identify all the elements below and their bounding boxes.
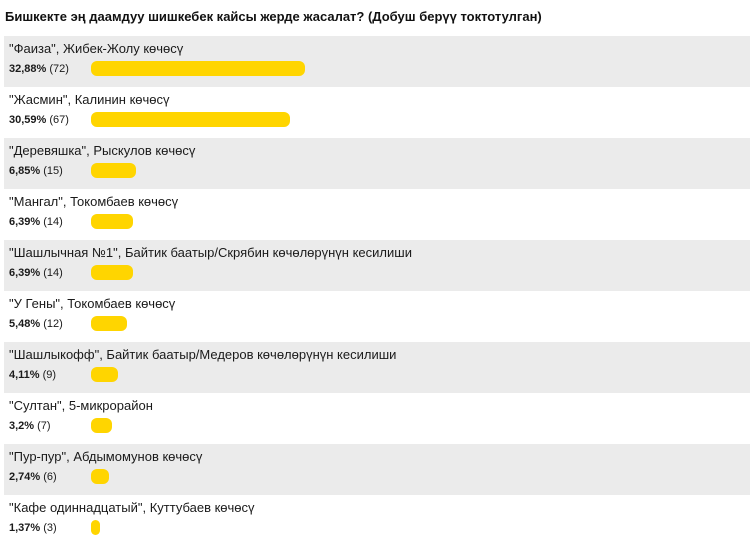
poll-row: "Деревяшка", Рыскулов көчөсү 6,85% (15) xyxy=(4,138,750,189)
option-vote-count: (3) xyxy=(43,522,57,534)
option-label: "Шашлычная №1", Байтик баатыр/Скрябин кө… xyxy=(9,245,412,260)
option-vote-count: (14) xyxy=(43,216,63,228)
option-percent: 2,74% xyxy=(9,471,41,483)
option-bar xyxy=(91,163,136,178)
option-label: "Мангал", Токомбаев көчөсү xyxy=(9,194,179,209)
poll-row: "Фаиза", Жибек-Жолу көчөсү 32,88% (72) xyxy=(4,36,750,87)
option-vote-count: (7) xyxy=(37,420,51,432)
option-stats: 6,85% (15) xyxy=(9,164,63,178)
option-bar xyxy=(91,214,133,229)
option-stats: 32,88% (72) xyxy=(9,62,69,76)
option-stats: 4,11% (9) xyxy=(9,368,56,382)
option-percent: 6,39% xyxy=(9,216,41,228)
poll-row: "Шашлычная №1", Байтик баатыр/Скрябин кө… xyxy=(4,240,750,291)
option-percent: 32,88% xyxy=(9,63,47,75)
poll-rows: "Фаиза", Жибек-Жолу көчөсү 32,88% (72) "Жас… xyxy=(4,36,750,535)
poll-row: "Шашлыкофф", Байтик баатыр/Медеров көчөл… xyxy=(4,342,750,393)
poll-row: "Кафе одиннадцатый", Куттубаев көчөсү 1,3… xyxy=(4,495,750,535)
option-percent: 1,37% xyxy=(9,522,41,534)
poll-row: "Мангал", Токомбаев көчөсү 6,39% (14) xyxy=(4,189,750,240)
option-bar xyxy=(91,367,118,382)
option-percent: 3,2% xyxy=(9,420,35,432)
option-label: "Пур-пур", Абдымомунов көчөсү xyxy=(9,449,203,464)
option-label: "Фаиза", Жибек-Жолу көчөсү xyxy=(9,41,184,56)
option-label: "Кафе одиннадцатый", Куттубаев көчөсү xyxy=(9,500,255,515)
poll-row: "Пур-пур", Абдымомунов көчөсү 2,74% (6) xyxy=(4,444,750,495)
option-vote-count: (6) xyxy=(43,471,57,483)
option-stats: 2,74% (6) xyxy=(9,470,57,484)
option-stats: 6,39% (14) xyxy=(9,266,63,280)
option-bar xyxy=(91,520,100,535)
option-bar xyxy=(91,265,133,280)
option-bar xyxy=(91,469,109,484)
option-label: "У Гены", Токомбаев көчөсү xyxy=(9,296,176,311)
option-stats: 1,37% (3) xyxy=(9,521,57,535)
option-label: "Шашлыкофф", Байтик баатыр/Медеров көчөл… xyxy=(9,347,397,362)
option-bar xyxy=(91,418,112,433)
option-vote-count: (14) xyxy=(43,267,63,279)
option-stats: 5,48% (12) xyxy=(9,317,63,331)
option-vote-count: (12) xyxy=(43,318,63,330)
option-vote-count: (15) xyxy=(43,165,63,177)
option-percent: 6,39% xyxy=(9,267,41,279)
poll-row: "Жасмин", Калинин көчөсү 30,59% (67) xyxy=(4,87,750,138)
poll-row: "У Гены", Токомбаев көчөсү 5,48% (12) xyxy=(4,291,750,342)
option-vote-count: (67) xyxy=(49,114,69,126)
option-percent: 5,48% xyxy=(9,318,41,330)
option-bar xyxy=(91,112,290,127)
option-stats: 3,2% (7) xyxy=(9,419,51,433)
option-bar xyxy=(91,316,127,331)
option-percent: 30,59% xyxy=(9,114,47,126)
option-percent: 6,85% xyxy=(9,165,41,177)
poll-row: "Султан", 5-микрорайон 3,2% (7) xyxy=(4,393,750,444)
option-vote-count: (72) xyxy=(49,63,69,75)
option-label: "Жасмин", Калинин көчөсү xyxy=(9,92,170,107)
option-label: "Султан", 5-микрорайон xyxy=(9,398,153,413)
option-bar xyxy=(91,61,305,76)
option-label: "Деревяшка", Рыскулов көчөсү xyxy=(9,143,196,158)
option-percent: 4,11% xyxy=(9,369,40,381)
poll-title: Бишкекте эң даамдуу шишкебек кайсы жерде… xyxy=(5,9,542,24)
option-vote-count: (9) xyxy=(42,369,57,381)
option-stats: 6,39% (14) xyxy=(9,215,63,229)
option-stats: 30,59% (67) xyxy=(9,113,69,127)
